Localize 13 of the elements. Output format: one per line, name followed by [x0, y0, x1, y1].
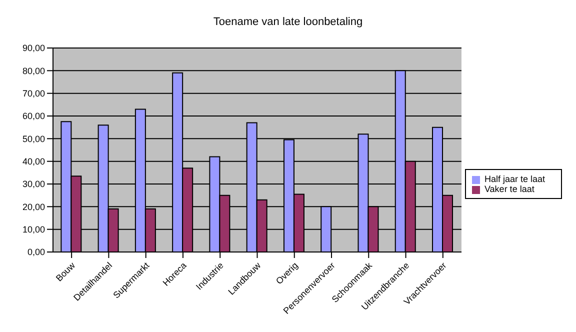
y-tick-label: 90,00 [22, 43, 45, 54]
y-tick-label: 10,00 [22, 224, 45, 235]
y-tick-label: 40,00 [22, 156, 45, 167]
y-tick-label: 20,00 [22, 202, 45, 212]
y-tick-label: 0,00 [27, 247, 45, 258]
legend-label: Vaker te laat [484, 184, 534, 194]
y-tick-label: 60,00 [22, 111, 45, 122]
y-tick-label: 70,00 [22, 88, 45, 99]
chart-title: Toename van late loonbetaling [212, 15, 364, 30]
y-tick-label: 30,00 [22, 179, 45, 190]
y-tick-label: 50,00 [22, 134, 45, 144]
y-tick-label: 80,00 [22, 66, 45, 76]
legend-label: Half jaar te laat [484, 174, 545, 184]
